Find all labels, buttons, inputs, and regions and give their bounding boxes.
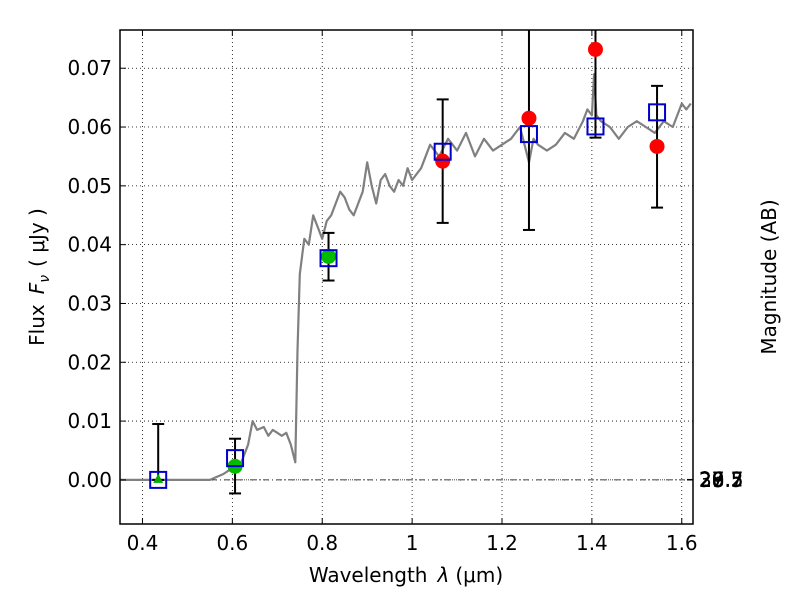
grid-lines	[120, 30, 693, 524]
y2-tick-label: 27.2	[699, 468, 744, 492]
data-point	[435, 153, 451, 169]
x-tick-label: 1.6	[666, 531, 698, 555]
y-axis-label-symbol: F	[25, 282, 49, 294]
y-tick-label: 0.03	[67, 291, 112, 315]
y2-tick-label: 30	[699, 468, 724, 492]
x-axis-ticks: 0.4 0.6 0.8 1 1.2 1.4 1.6	[127, 30, 698, 555]
x-tick-label: 0.6	[216, 531, 248, 555]
y-axis-label-unit: ( μJy )	[25, 208, 49, 267]
y-tick-label: 0.04	[67, 233, 112, 257]
y-axis-label-subscript: ν	[37, 275, 53, 283]
sed-model-group	[120, 72, 692, 481]
data-point-triangle	[153, 473, 164, 483]
error-bars-group	[152, 30, 664, 495]
model-photometry-square	[226, 449, 245, 468]
x-tick-label: 0.4	[127, 531, 159, 555]
y2-tick-label: 27.5	[699, 468, 744, 492]
x-tick-label: 0.8	[306, 531, 338, 555]
y-tick-label: 0.05	[67, 174, 112, 198]
y-tick-label: 0.01	[67, 409, 112, 433]
plot-frame	[119, 29, 694, 525]
x-axis-label-text: Wavelength	[309, 563, 428, 587]
sed-model-line	[120, 72, 692, 481]
y2-tick-label: 26.7	[699, 467, 744, 491]
y-axis-label: Flux Fν ( μJy )	[25, 208, 53, 346]
x-axis-label-unit: (μm)	[455, 563, 503, 587]
data-points-group	[153, 41, 665, 483]
data-point	[321, 248, 337, 264]
y2-tick-label: 28	[699, 468, 724, 492]
model-photometry-square	[319, 249, 338, 268]
x-tick-label: 1.4	[576, 531, 608, 555]
y-tick-label: 0.00	[67, 468, 112, 492]
y2-tick-label: 27	[699, 468, 724, 492]
model-photometry-square	[149, 470, 168, 489]
y-tick-label: 0.06	[67, 115, 112, 139]
y2-tick-label: 28.5	[699, 468, 744, 492]
y2-tick-label: 29	[699, 468, 724, 492]
data-point	[587, 41, 603, 57]
x-tick-label: 1	[406, 531, 419, 555]
y-axis-ticks: 0.00 0.01 0.02 0.03 0.04 0.05 0.06 0.07	[67, 56, 126, 492]
model-photometry-group	[149, 103, 667, 489]
y-axis-label-text: Flux	[25, 304, 49, 346]
y-tick-label: 0.07	[67, 56, 112, 80]
y2-axis-label: Magnitude (AB)	[757, 199, 781, 354]
model-photometry-square	[433, 142, 452, 161]
x-tick-label: 1.2	[486, 531, 518, 555]
y-tick-label: 0.02	[67, 350, 112, 374]
x-axis-label: Wavelength λ (μm)	[309, 563, 503, 587]
model-photometry-square	[648, 103, 667, 122]
model-photometry-square	[519, 125, 538, 144]
data-point	[649, 138, 665, 154]
model-photometry-square	[586, 117, 605, 136]
x-axis-label-symbol: λ	[437, 563, 450, 587]
data-point	[521, 110, 537, 126]
